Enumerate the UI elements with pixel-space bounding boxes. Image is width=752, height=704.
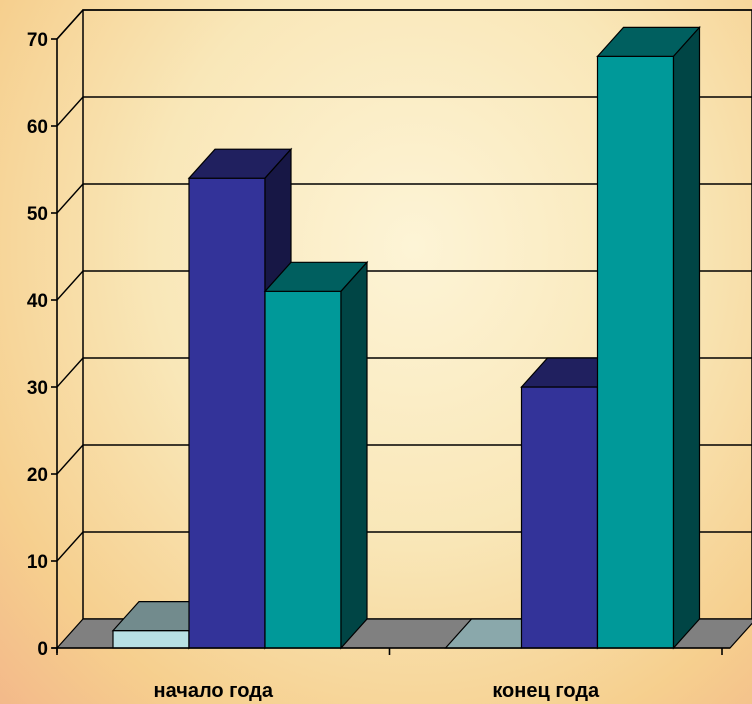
gridline xyxy=(56,183,752,214)
gridline xyxy=(56,357,752,388)
y-tick-label: 30 xyxy=(27,378,48,399)
y-tick-label: 0 xyxy=(37,639,48,660)
category-label: начало года xyxy=(154,680,274,702)
x-tick-labels: начало года конец года xyxy=(154,680,601,702)
axes xyxy=(52,39,730,655)
bar-front xyxy=(520,386,599,649)
y-tick-label: 40 xyxy=(27,291,48,312)
category-label: конец года xyxy=(492,680,600,702)
bar-front xyxy=(264,290,342,649)
bars xyxy=(111,25,701,650)
y-tick-label: 10 xyxy=(27,552,48,573)
y-tick-label: 60 xyxy=(27,117,48,138)
bar-side xyxy=(672,25,701,650)
gridline xyxy=(56,96,752,127)
gridline xyxy=(56,270,752,301)
y-tick-label: 20 xyxy=(27,465,48,486)
y-tick-label: 50 xyxy=(27,204,48,225)
gridline xyxy=(56,9,752,40)
bar xyxy=(263,260,369,650)
y-tick-labels: 0 10 20 30 40 50 60 70 xyxy=(27,30,57,660)
bar-side xyxy=(340,260,368,650)
bar-front xyxy=(188,177,266,649)
y-tick-label: 70 xyxy=(27,30,48,51)
bar-front xyxy=(596,55,675,649)
bar xyxy=(596,25,701,650)
bar-front xyxy=(112,629,190,649)
